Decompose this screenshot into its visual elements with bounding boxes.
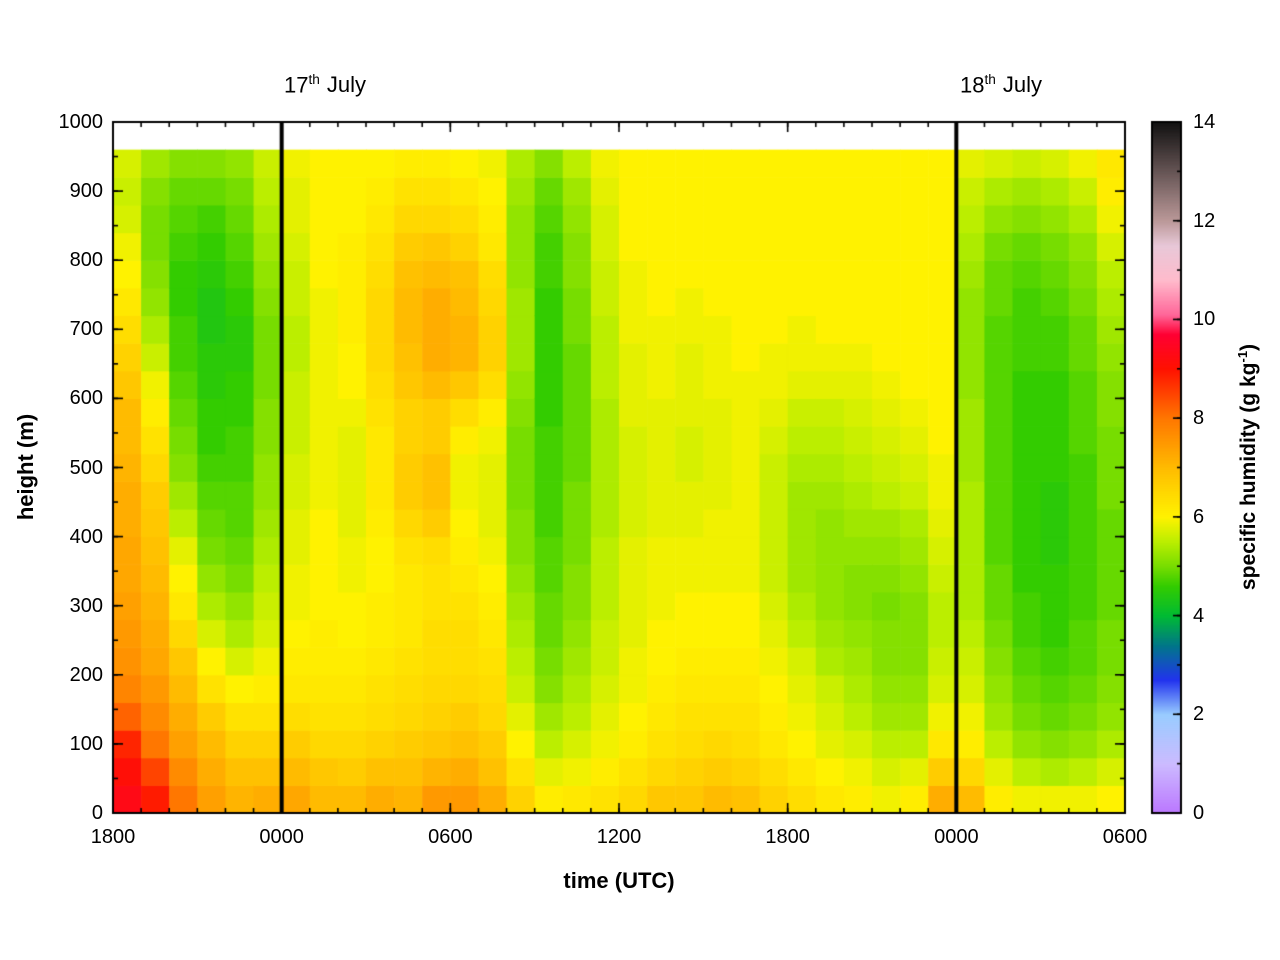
colorbar-tick-label: 0	[1193, 802, 1205, 824]
annotation-ordinal: th	[308, 72, 320, 87]
annotation-ordinal: th	[984, 72, 996, 87]
x-axis-label: time (UTC)	[563, 868, 675, 893]
x-tick-label: 0000	[259, 826, 304, 848]
colorbar-label-suffix: )	[1237, 343, 1260, 351]
colorbar-label: specific humidity (g kg-1)	[1235, 344, 1261, 590]
y-tick-label: 700	[69, 318, 103, 341]
y-tick-label: 1000	[58, 111, 104, 133]
y-tick-label: 200	[69, 663, 103, 686]
colorbar-label-prefix: specific humidity (g kg	[1237, 362, 1260, 591]
colorbar-tick-label: 2	[1193, 703, 1205, 726]
colorbar-tick-label: 6	[1193, 505, 1205, 528]
y-tick-label: 300	[69, 594, 103, 617]
annotation-month: July	[326, 72, 366, 98]
colorbar-label-exponent: -1	[1235, 350, 1250, 363]
x-tick-label: 1800	[765, 826, 810, 848]
colorbar-tick-label: 10	[1193, 308, 1216, 331]
x-tick-label: 1800	[90, 826, 136, 848]
colorbar-tick-label: 12	[1193, 209, 1216, 232]
colorbar-tick-label: 8	[1193, 407, 1205, 430]
x-tick-label: 1200	[596, 826, 642, 848]
y-tick-label: 0	[91, 802, 103, 824]
y-tick-label: 900	[69, 180, 103, 203]
y-tick-label: 500	[69, 456, 103, 479]
annotation-month: July	[1002, 72, 1042, 98]
x-tick-label: 0600	[428, 826, 473, 848]
y-tick-label: 400	[69, 525, 103, 548]
colorbar-tick-label: 14	[1193, 111, 1216, 133]
y-tick-label: 100	[69, 732, 103, 755]
x-tick-label: 0600	[1102, 826, 1148, 848]
annotation-day: 17	[284, 72, 309, 98]
annotation-17th-july: 17th July	[284, 72, 366, 98]
y-tick-label: 800	[69, 249, 103, 272]
annotation-day: 18	[960, 72, 985, 98]
y-axis-label: height (m)	[13, 413, 38, 521]
x-tick-label: 0000	[934, 826, 979, 848]
annotation-18th-july: 18th July	[960, 72, 1042, 98]
colorbar-tick-label: 4	[1193, 604, 1205, 627]
y-tick-label: 600	[69, 387, 103, 410]
